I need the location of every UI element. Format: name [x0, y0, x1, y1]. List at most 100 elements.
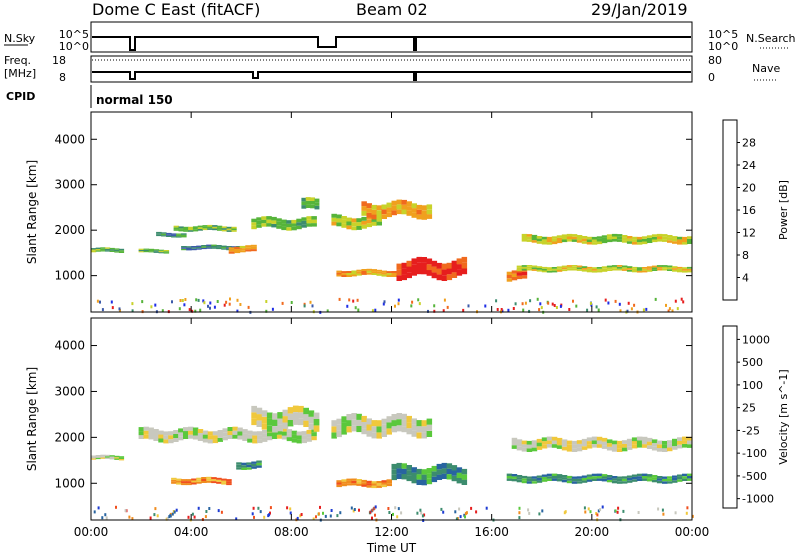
power-cell: [212, 225, 218, 227]
velocity-ytick-label: 4000: [54, 339, 85, 353]
velocity-cell: [178, 436, 184, 441]
power-cell: [566, 266, 573, 269]
power-cell: [178, 228, 184, 230]
power-cell: [138, 251, 145, 253]
velocity-speckle: [269, 506, 272, 510]
power-cell: [216, 245, 222, 247]
velocity-cell: [556, 476, 563, 479]
velocity-cell: [247, 438, 253, 443]
power-cell: [581, 269, 588, 272]
velocity-cell: [616, 481, 623, 484]
power-cell: [206, 246, 212, 248]
velocity-cell: [641, 436, 648, 441]
velocity-speckle: [253, 515, 255, 519]
power-cell: [626, 241, 633, 244]
velocity-xtick-label: 16:00: [474, 525, 509, 539]
velocity-cell: [148, 435, 154, 440]
velocity-cell: [391, 463, 397, 470]
power-cell: [376, 273, 382, 276]
power-cell: [381, 270, 387, 273]
power-cell: [616, 268, 623, 271]
velocity-cell: [181, 479, 187, 482]
power-cell: [667, 237, 673, 241]
power-cell: [436, 268, 443, 275]
power-speckle: [194, 309, 197, 313]
velocity-cell: [201, 477, 207, 479]
power-cell: [376, 269, 382, 272]
velocity-cell: [516, 479, 523, 483]
velocity-cell: [581, 475, 588, 478]
power-cell: [526, 236, 533, 240]
velocity-cell: [621, 481, 628, 484]
velocity-speckle: [419, 508, 422, 512]
velocity-cell: [341, 483, 347, 487]
power-cell: [356, 218, 362, 223]
velocity-cell: [596, 444, 603, 448]
power-cell: [381, 274, 387, 277]
power-cell: [234, 246, 241, 249]
velocity-cell: [566, 447, 573, 452]
power-cell: [138, 248, 145, 250]
power-cell: [361, 269, 367, 271]
velocity-cell: [192, 435, 199, 440]
velocity-cell: [366, 483, 372, 486]
velocity-cell: [206, 480, 212, 483]
power-speckle: [411, 300, 414, 304]
power-speckle: [265, 300, 268, 303]
power-speckle: [618, 302, 621, 306]
velocity-cell: [646, 437, 653, 442]
velocity-cell: [551, 444, 558, 448]
velocity-cell: [531, 476, 538, 479]
power-cell: [416, 262, 422, 269]
velocity-cell: [331, 420, 337, 427]
velocity-cell: [391, 469, 397, 475]
power-cell: [171, 233, 177, 235]
power-cell: [351, 226, 357, 231]
velocity-speckle: [299, 514, 302, 518]
velocity-cell: [105, 456, 111, 458]
velocity-speckle: [464, 515, 466, 519]
power-cell: [186, 247, 192, 249]
velocity-cell: [571, 444, 578, 449]
power-cell: [231, 246, 237, 248]
power-cell: [641, 268, 648, 271]
power-cell: [606, 265, 613, 268]
velocity-cell: [396, 462, 402, 469]
velocity-cell: [551, 473, 558, 476]
power-cell: [166, 234, 172, 236]
velocity-cell: [153, 433, 159, 437]
velocity-cell: [626, 475, 633, 478]
power-cell: [391, 275, 397, 277]
power-cell: [291, 219, 297, 224]
velocity-cell: [636, 476, 643, 479]
power-speckle: [528, 309, 531, 313]
velocity-cell: [227, 427, 233, 431]
velocity-cell: [287, 420, 294, 427]
power-cell: [366, 219, 372, 224]
velocity-cell: [366, 430, 372, 437]
velocity-cell: [261, 410, 268, 417]
power-cell: [631, 268, 638, 271]
power-cell: [436, 274, 443, 281]
power-cell: [581, 268, 588, 270]
velocity-cell: [426, 430, 433, 437]
velocity-cell: [596, 476, 603, 479]
velocity-cell: [163, 435, 169, 440]
velocity-colorbar-label: 100: [742, 379, 763, 392]
power-cell: [250, 249, 257, 252]
power-cell: [566, 233, 573, 237]
velocity-cell: [521, 440, 528, 445]
velocity-speckle: [583, 506, 586, 510]
power-cell: [536, 241, 543, 244]
velocity-cell: [556, 437, 563, 442]
power-cell: [606, 236, 613, 240]
velocity-cell: [601, 476, 608, 479]
power-cell: [421, 268, 427, 275]
power-cell: [521, 272, 528, 276]
velocity-cell: [267, 432, 273, 437]
power-cell: [677, 268, 683, 271]
velocity-cell: [451, 475, 458, 482]
velocity-cell: [109, 458, 115, 460]
velocity-cell: [586, 479, 593, 482]
power-colorbar-label: 20: [742, 182, 756, 195]
